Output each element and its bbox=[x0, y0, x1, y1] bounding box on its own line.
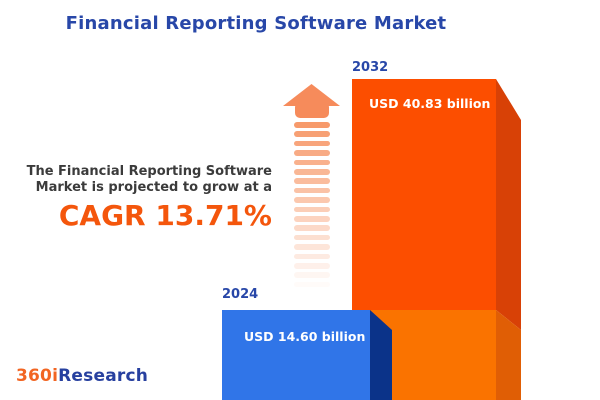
growth-arrow-stripe bbox=[294, 281, 330, 288]
growth-arrow-stripe bbox=[294, 140, 330, 147]
growth-arrow-stripe bbox=[294, 253, 330, 260]
growth-arrow-stripe bbox=[294, 187, 330, 194]
brand-logo-research: Research bbox=[58, 366, 149, 386]
bar-2032-side-growth-segment bbox=[496, 79, 521, 330]
growth-annotation-line1: The Financial Reporting Software bbox=[26, 164, 272, 179]
growth-annotation: The Financial Reporting Software Market … bbox=[0, 164, 272, 196]
growth-arrow-stripe bbox=[294, 216, 330, 222]
growth-arrow-stripe bbox=[294, 150, 330, 156]
growth-arrow-stripes bbox=[294, 122, 330, 294]
bar-2032-value-label: USD 40.83 billion bbox=[369, 96, 491, 111]
bar-2024-front bbox=[222, 310, 370, 400]
year-label-2024: 2024 bbox=[222, 287, 259, 302]
page-title: Financial Reporting Software Market bbox=[65, 13, 447, 34]
growth-arrow-stripe bbox=[294, 197, 330, 203]
growth-arrow-stripe bbox=[294, 234, 330, 241]
growth-arrow-stripe bbox=[294, 225, 330, 231]
year-label-2032: 2032 bbox=[352, 60, 389, 75]
bar-2024-value-label: USD 14.60 billion bbox=[244, 329, 366, 344]
growth-arrow-neck bbox=[295, 102, 329, 118]
growth-arrow-stripe bbox=[294, 122, 330, 128]
bar-2024-side bbox=[370, 310, 392, 400]
growth-arrow-stripe bbox=[294, 131, 330, 137]
growth-annotation-line2: Market is projected to grow at a bbox=[35, 180, 272, 195]
brand-logo-360i: 360i bbox=[16, 366, 59, 386]
bar-2032-front-growth-segment bbox=[352, 79, 496, 310]
growth-arrow-stripe bbox=[294, 244, 330, 250]
cagr-value: CAGR 13.71% bbox=[58, 199, 272, 232]
growth-arrow-stripe bbox=[294, 159, 330, 166]
growth-arrow-stripe bbox=[294, 178, 330, 184]
growth-arrow-stripe bbox=[294, 206, 330, 213]
growth-arrow-stripe bbox=[294, 169, 330, 175]
brand-logo: 360iResearch bbox=[16, 366, 148, 386]
growth-arrow-stripe bbox=[294, 263, 330, 269]
growth-arrow-stripe bbox=[294, 272, 330, 278]
